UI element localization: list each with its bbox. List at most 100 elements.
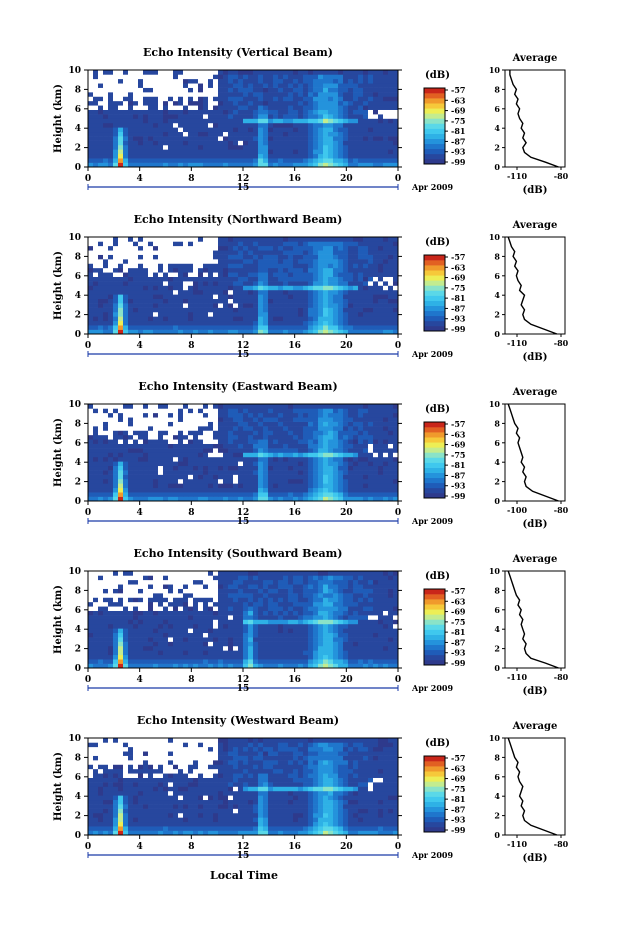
heatmap-cell — [133, 584, 139, 589]
heatmap-cell — [228, 267, 234, 273]
heatmap-cell — [188, 311, 194, 317]
heatmap-cell — [278, 316, 284, 322]
heatmap-cell — [98, 254, 104, 260]
heatmap-cell — [223, 628, 229, 634]
heatmap-cell — [358, 263, 364, 269]
heatmap-cell — [158, 628, 164, 634]
heatmap-cell — [248, 105, 254, 110]
heatmap-cell — [273, 122, 279, 128]
heatmap-cell — [253, 149, 259, 155]
heatmap-cell — [268, 158, 274, 163]
heatmap-cell — [88, 496, 94, 502]
heatmap-cell — [233, 303, 239, 308]
heatmap-cell — [128, 641, 134, 647]
heatmap-cell — [103, 276, 109, 282]
heatmap-cell — [253, 496, 259, 502]
heatmap-cell — [208, 478, 214, 484]
heatmap-cell — [383, 272, 389, 277]
heatmap-cell — [378, 434, 384, 440]
heatmap-cell — [98, 158, 104, 163]
heatmap-cell — [273, 465, 279, 471]
heatmap-cell — [133, 663, 139, 669]
heatmap-cell — [198, 131, 204, 137]
y-axis-label: Height (km) — [53, 585, 64, 654]
heatmap-cell — [88, 426, 94, 431]
heatmap-cell — [298, 105, 304, 110]
heatmap-cell — [173, 601, 179, 607]
heatmap-cell — [228, 465, 234, 471]
heatmap-cell — [318, 118, 324, 124]
heatmap-cell — [103, 114, 109, 119]
heatmap-cell — [263, 320, 269, 326]
heatmap-cell — [133, 448, 139, 453]
heatmap-cell — [393, 487, 399, 493]
heatmap-cell — [133, 443, 139, 449]
heatmap-cell — [103, 593, 109, 598]
heatmap-cell — [148, 663, 154, 669]
heatmap-cell — [258, 487, 264, 493]
heatmap-cell — [353, 149, 359, 155]
heatmap-cell — [278, 241, 284, 247]
heatmap-cell — [98, 412, 104, 418]
heatmap-cell — [143, 637, 149, 642]
heatmap-cell — [98, 131, 104, 137]
heatmap-cell — [148, 316, 154, 322]
heatmap-cell — [143, 461, 149, 467]
heatmap-cell — [98, 144, 104, 150]
heatmap-cell — [293, 272, 299, 277]
heatmap-cell — [98, 571, 104, 576]
heatmap-cell — [118, 237, 124, 242]
heatmap-cell — [128, 158, 134, 163]
heatmap-cell — [178, 105, 184, 110]
heatmap-cell — [203, 430, 209, 436]
heatmap-cell — [278, 267, 284, 273]
heatmap-cell — [193, 439, 199, 444]
heatmap-cell — [88, 109, 94, 115]
heatmap-cell — [203, 417, 209, 422]
x-tick-label: 8 — [188, 341, 194, 351]
heatmap-cell — [378, 311, 384, 317]
heatmap-cell — [223, 474, 229, 480]
heatmap-cell — [323, 276, 329, 282]
heatmap-cell — [348, 153, 354, 159]
heatmap-cell — [243, 307, 249, 313]
heatmap-cell — [138, 285, 144, 291]
heatmap-cell — [208, 588, 214, 594]
heatmap-cell — [328, 259, 334, 264]
heatmap-cell — [343, 158, 349, 163]
heatmap-cell — [193, 492, 199, 497]
heatmap-cell — [238, 412, 244, 418]
heatmap-cell — [233, 83, 239, 88]
heatmap-cell — [198, 601, 204, 607]
heatmap-cell — [123, 584, 129, 589]
heatmap-cell — [128, 404, 134, 409]
heatmap-cell — [138, 439, 144, 444]
heatmap-cell — [188, 408, 194, 414]
heatmap-cell — [203, 245, 209, 251]
heatmap-cell — [378, 74, 384, 80]
heatmap-cell — [123, 601, 129, 607]
heatmap-cell — [248, 241, 254, 247]
heatmap-cell — [133, 417, 139, 422]
heatmap-cell — [378, 456, 384, 462]
heatmap-cell — [123, 465, 129, 471]
heatmap-cell — [183, 496, 189, 502]
heatmap-cell — [153, 483, 159, 489]
heatmap-cell — [218, 263, 224, 269]
heatmap-cell — [163, 127, 169, 133]
heatmap-cell — [208, 434, 214, 440]
heatmap-cell — [393, 136, 399, 141]
heatmap-cell — [328, 421, 334, 427]
colorbar-tick-label: -93 — [451, 147, 466, 157]
heatmap-cell — [223, 254, 229, 260]
heatmap-cell — [223, 452, 229, 458]
heatmap-cell — [103, 641, 109, 647]
heatmap-cell — [208, 320, 214, 326]
heatmap-cell — [143, 597, 149, 603]
heatmap-cell — [178, 632, 184, 638]
heatmap-cell — [383, 307, 389, 313]
heatmap-cell — [88, 623, 94, 629]
heatmap-cell — [128, 439, 134, 444]
heatmap-cell — [93, 237, 99, 242]
heatmap-cell — [388, 404, 394, 409]
